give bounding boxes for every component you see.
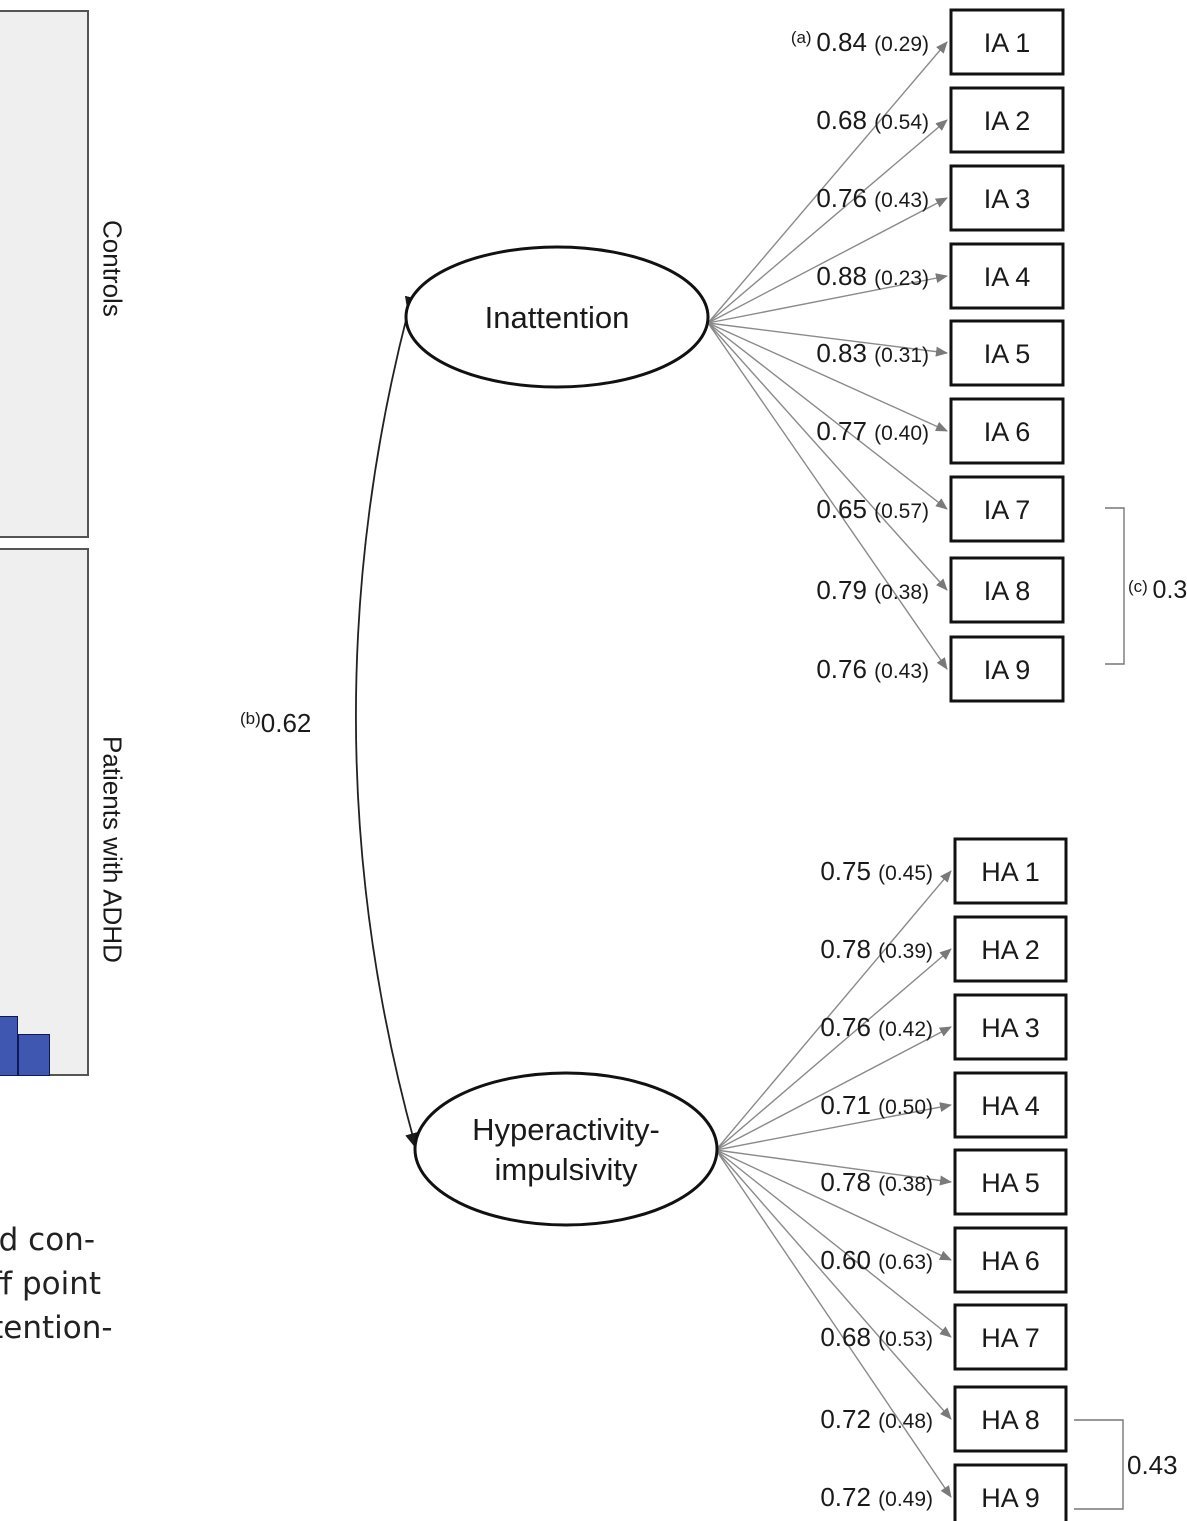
hyperactivity-loading-arrow [715,1149,952,1498]
inattention-item-box [949,8,1065,76]
hyperactivity-loading-arrow [715,948,952,1151]
hyperactivity-loading-value: 0.72 (0.49) [820,1482,933,1512]
hyperactivity-loading-arrow [715,1149,952,1186]
diagram-nodes [404,8,1068,1521]
hyperactivity-item-label: HA 5 [981,1168,1040,1198]
factor-correlation-label: (b)0.62 [240,708,311,738]
inattention-loading-arrow [707,322,948,510]
hyperactivity-item-label: HA 2 [981,935,1040,965]
inattention-item-label: IA 5 [984,339,1031,369]
adhd-histogram-panel [0,548,89,1076]
hyperactivity-loading-value: 0.75 (0.45) [820,856,933,886]
hyperactivity-item-label: HA 7 [981,1323,1040,1353]
hyperactivity-loading-arrow [715,1149,952,1420]
hyperactivity-loading-arrow [715,1026,952,1151]
hyperactivity-factor-label: impulsivity [495,1152,638,1187]
hyperactivity-loading-value: 0.78 (0.39) [820,934,933,964]
inattention-loading-arrow [707,119,948,324]
controls-histogram-panel [0,10,89,538]
inattention-item-box [949,635,1065,703]
hyperactivity-factor-label: Hyperactivity- [472,1112,660,1147]
inattention-item-label: IA 2 [984,106,1031,136]
inattention-item-box [949,86,1065,154]
loading-paths [355,41,1125,1510]
hyperactivity-loading-value: 0.60 (0.63) [820,1245,933,1275]
inattention-item-label: IA 9 [984,655,1031,685]
hyperactivity-item-box [953,1148,1068,1216]
inattention-loading-value: 0.83 (0.31) [816,338,929,368]
controls-panel-label: Controls [97,220,128,317]
hyperactivity-loading-value: 0.71 (0.50) [820,1090,933,1120]
hyperactivity-loading-value: 0.76 (0.42) [820,1012,933,1042]
inattention-loading-arrow [707,322,948,357]
diagram-labels: Inattention Hyperactivity-impulsivity (b)0… [240,27,1187,1513]
hyperactivity-item-box [953,837,1068,905]
inattention-item-label: IA 7 [984,495,1031,525]
hyperactivity-loading-arrow [715,1149,952,1261]
inattention-item-label: IA 1 [984,28,1031,58]
hyperactivity-item-label: HA 1 [981,857,1040,887]
hyperactivity-loading-arrow [715,1149,952,1338]
ia7-ia9-error-bracket [1105,507,1125,665]
hyperactivity-loading-arrow [715,870,952,1151]
caption-line: -off point [0,1266,101,1302]
hyperactivity-item-box [953,1226,1068,1294]
ha8-ha9-error-bracket [1074,1419,1124,1510]
inattention-item-box [949,242,1065,310]
inattention-item-box [949,164,1065,232]
inattention-loading-value: 0.76 (0.43) [816,183,929,213]
inattention-loading-value: 0.79 (0.38) [816,575,929,605]
ia7-ia9-error-correlation: (c) 0.3 [1128,576,1187,604]
caption-line: attention- [0,1310,113,1346]
inattention-loading-arrow [707,197,948,324]
hyperactivity-loading-value: 0.78 (0.38) [820,1167,933,1197]
histogram-bar [18,1034,50,1076]
inattention-loading-value: 0.76 (0.43) [816,654,929,684]
inattention-loading-arrow [707,41,948,324]
hyperactivity-item-box [953,915,1068,983]
hyperactivity-item-label: HA 6 [981,1246,1040,1276]
inattention-item-box [949,319,1065,387]
inattention-loading-value: (a) 0.84 (0.29) [791,27,929,57]
inattention-item-label: IA 6 [984,417,1031,447]
caption-line: and con- [0,1222,96,1258]
hyperactivity-item-box [953,1071,1068,1139]
inattention-factor-label: Inattention [485,300,630,335]
inattention-loading-value: 0.88 (0.23) [816,261,929,291]
inattention-loading-value: 0.68 (0.54) [816,105,929,135]
inattention-item-label: IA 4 [984,262,1031,292]
hyperactivity-loading-value: 0.72 (0.48) [820,1404,933,1434]
hyperactivity-item-box [953,1303,1068,1371]
inattention-loading-arrow [707,322,948,670]
hyperactivity-loading-value: 0.68 (0.53) [820,1322,933,1352]
ha8-ha9-error-correlation: 0.43 [1127,1450,1178,1480]
hyperactivity-item-box [953,1463,1068,1521]
inattention-loading-arrow [707,322,948,591]
inattention-loading-value: 0.65 (0.57) [816,494,929,524]
inattention-factor-ellipse [404,245,710,389]
hyperactivity-item-box [953,993,1068,1061]
hyperactivity-item-label: HA 3 [981,1013,1040,1043]
caption-fragment: and con- -off point attention- [0,1218,156,1350]
hyperactivity-item-label: HA 4 [981,1091,1040,1121]
inattention-loading-arrow [707,273,948,324]
inattention-loading-arrow [707,322,948,432]
factor-correlation-curve [355,295,419,1149]
hyperactivity-item-label: HA 8 [981,1405,1040,1435]
hyperactivity-factor-ellipse [413,1071,719,1227]
hyperactivity-loading-arrow [715,1102,952,1151]
hyperactivity-item-box [953,1385,1068,1453]
inattention-loading-value: 0.77 (0.40) [816,416,929,446]
inattention-item-label: IA 3 [984,184,1031,214]
histogram-bar [0,1016,18,1076]
adhd-panel-label: Patients with ADHD [97,736,128,963]
inattention-item-label: IA 8 [984,576,1031,606]
inattention-item-box [949,397,1065,465]
inattention-item-box [949,475,1065,543]
hyperactivity-item-label: HA 9 [981,1483,1040,1513]
inattention-item-box [949,556,1065,624]
